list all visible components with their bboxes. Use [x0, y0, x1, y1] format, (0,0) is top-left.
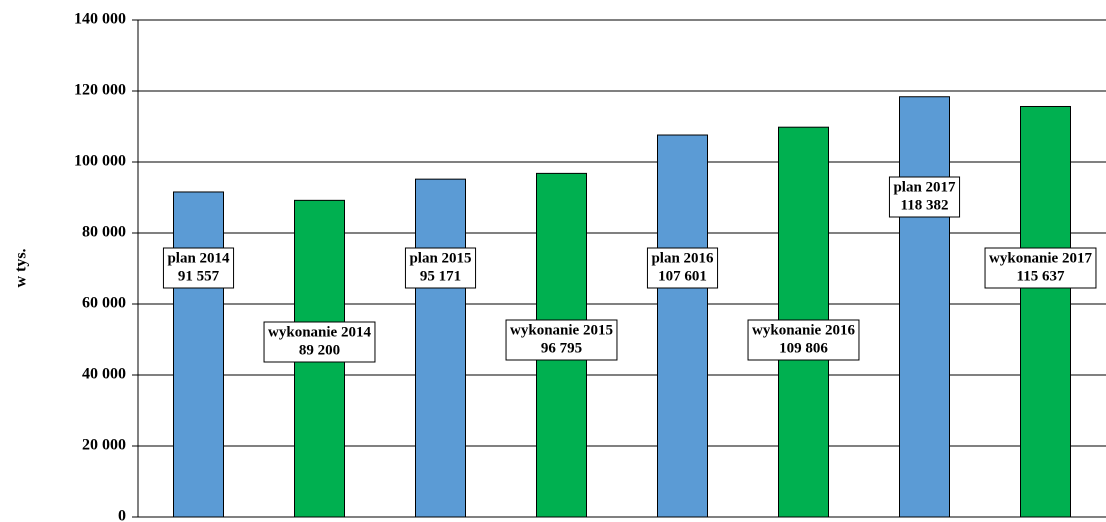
y-tick-label: 40 000	[82, 366, 126, 383]
data-label-value: 96 795	[541, 340, 582, 356]
y-tick-label: 140 000	[74, 11, 126, 28]
y-tick-label: 100 000	[74, 153, 126, 170]
y-tick-label: 120 000	[74, 82, 126, 99]
data-label-box	[404, 247, 477, 289]
data-label: wykonanie 2017 115 637	[984, 247, 1097, 289]
data-label-box	[263, 321, 376, 363]
data-label-box	[162, 247, 235, 289]
data-label: plan 2014 91 557	[162, 247, 235, 289]
bar	[657, 134, 708, 518]
bar	[415, 178, 466, 518]
data-label: plan 2016 107 601	[646, 247, 719, 289]
data-label-category: wykonanie 2015	[510, 322, 613, 338]
bar	[173, 191, 224, 518]
data-label-box	[984, 247, 1097, 289]
data-label-value: 107 601	[658, 268, 707, 284]
data-label-box	[888, 176, 961, 218]
data-label: wykonanie 2016 109 806	[747, 319, 860, 361]
data-label-value: 89 200	[299, 342, 340, 358]
data-label-value: 118 382	[901, 197, 949, 213]
data-label: plan 2017 118 382	[888, 176, 961, 218]
data-label-category: wykonanie 2016	[752, 322, 855, 338]
data-label-category: plan 2017	[893, 179, 956, 195]
y-axis-label: w tys.	[13, 248, 30, 287]
bar	[1020, 105, 1071, 518]
y-tick-label: 20 000	[82, 437, 126, 454]
data-label-value: 91 557	[178, 268, 220, 284]
y-tick-label: 0	[118, 508, 126, 522]
data-label-value: 109 806	[779, 340, 828, 356]
data-label-category: plan 2014	[167, 250, 230, 266]
data-label-value: 95 171	[420, 268, 461, 284]
data-label-category: wykonanie 2014	[268, 324, 371, 340]
data-label-category: plan 2016	[651, 250, 714, 266]
data-label-box	[505, 319, 618, 361]
data-label-box	[646, 247, 719, 289]
y-tick-label: 60 000	[82, 295, 126, 312]
y-tick-label: 80 000	[82, 224, 126, 241]
data-label: wykonanie 2015 96 795	[505, 319, 618, 361]
data-label-value: 115 637	[1017, 268, 1065, 284]
bar	[899, 96, 950, 518]
data-label-category: plan 2015	[409, 250, 471, 266]
data-label-box	[747, 319, 860, 361]
data-label: wykonanie 2014 89 200	[263, 321, 376, 363]
data-label-category: wykonanie 2017	[989, 250, 1092, 266]
data-label: plan 2015 95 171	[404, 247, 477, 289]
